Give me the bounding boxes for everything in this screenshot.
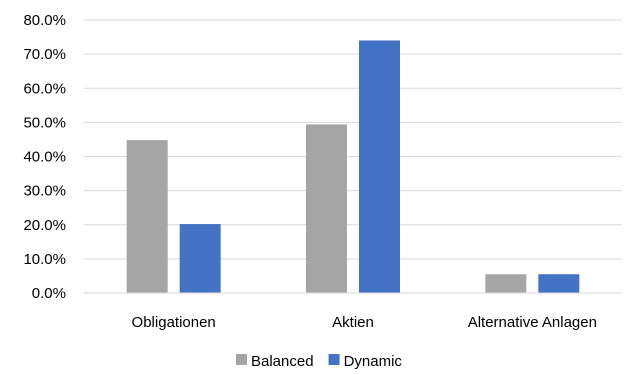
gridlines — [84, 19, 622, 260]
legend-item-balanced: Balanced — [236, 353, 314, 370]
bar-balanced-1 — [126, 140, 168, 293]
legend-label: Balanced — [251, 353, 314, 370]
bar-balanced-3 — [485, 274, 527, 293]
y-tick-label: 30.0% — [23, 183, 66, 200]
legend-swatch — [328, 354, 340, 365]
x-tick-label: Aktien — [332, 314, 374, 331]
y-axis-tick-labels: 0.0% 10.0% 20.0% 30.0% 40.0% 50.0% 60.0% 70.0% 8… — [23, 12, 66, 302]
y-tick-label: 50.0% — [23, 114, 66, 131]
y-tick-label: 20.0% — [23, 217, 66, 234]
legend-label: Dynamic — [344, 353, 403, 370]
y-tick-label: 10.0% — [23, 251, 66, 268]
bar-balanced-2 — [306, 124, 347, 293]
bar-dynamic-3 — [538, 274, 580, 293]
y-tick-label: 60.0% — [23, 80, 66, 97]
x-tick-label: Alternative Anlagen — [468, 314, 597, 331]
bars — [126, 40, 580, 293]
bar-dynamic-2 — [359, 40, 400, 293]
y-tick-label: 40.0% — [23, 149, 66, 166]
x-tick-label: Obligationen — [132, 314, 216, 331]
x-axis-tick-labels: Obligationen Aktien Alternative Anlagen — [132, 314, 597, 331]
legend: Balanced Dynamic — [236, 353, 402, 370]
bar-dynamic-1 — [179, 224, 221, 293]
legend-swatch — [236, 354, 247, 365]
y-tick-label: 70.0% — [23, 46, 66, 63]
legend-item-dynamic: Dynamic — [328, 353, 403, 370]
y-tick-label: 0.0% — [32, 285, 66, 302]
y-tick-label: 80.0% — [23, 12, 66, 29]
